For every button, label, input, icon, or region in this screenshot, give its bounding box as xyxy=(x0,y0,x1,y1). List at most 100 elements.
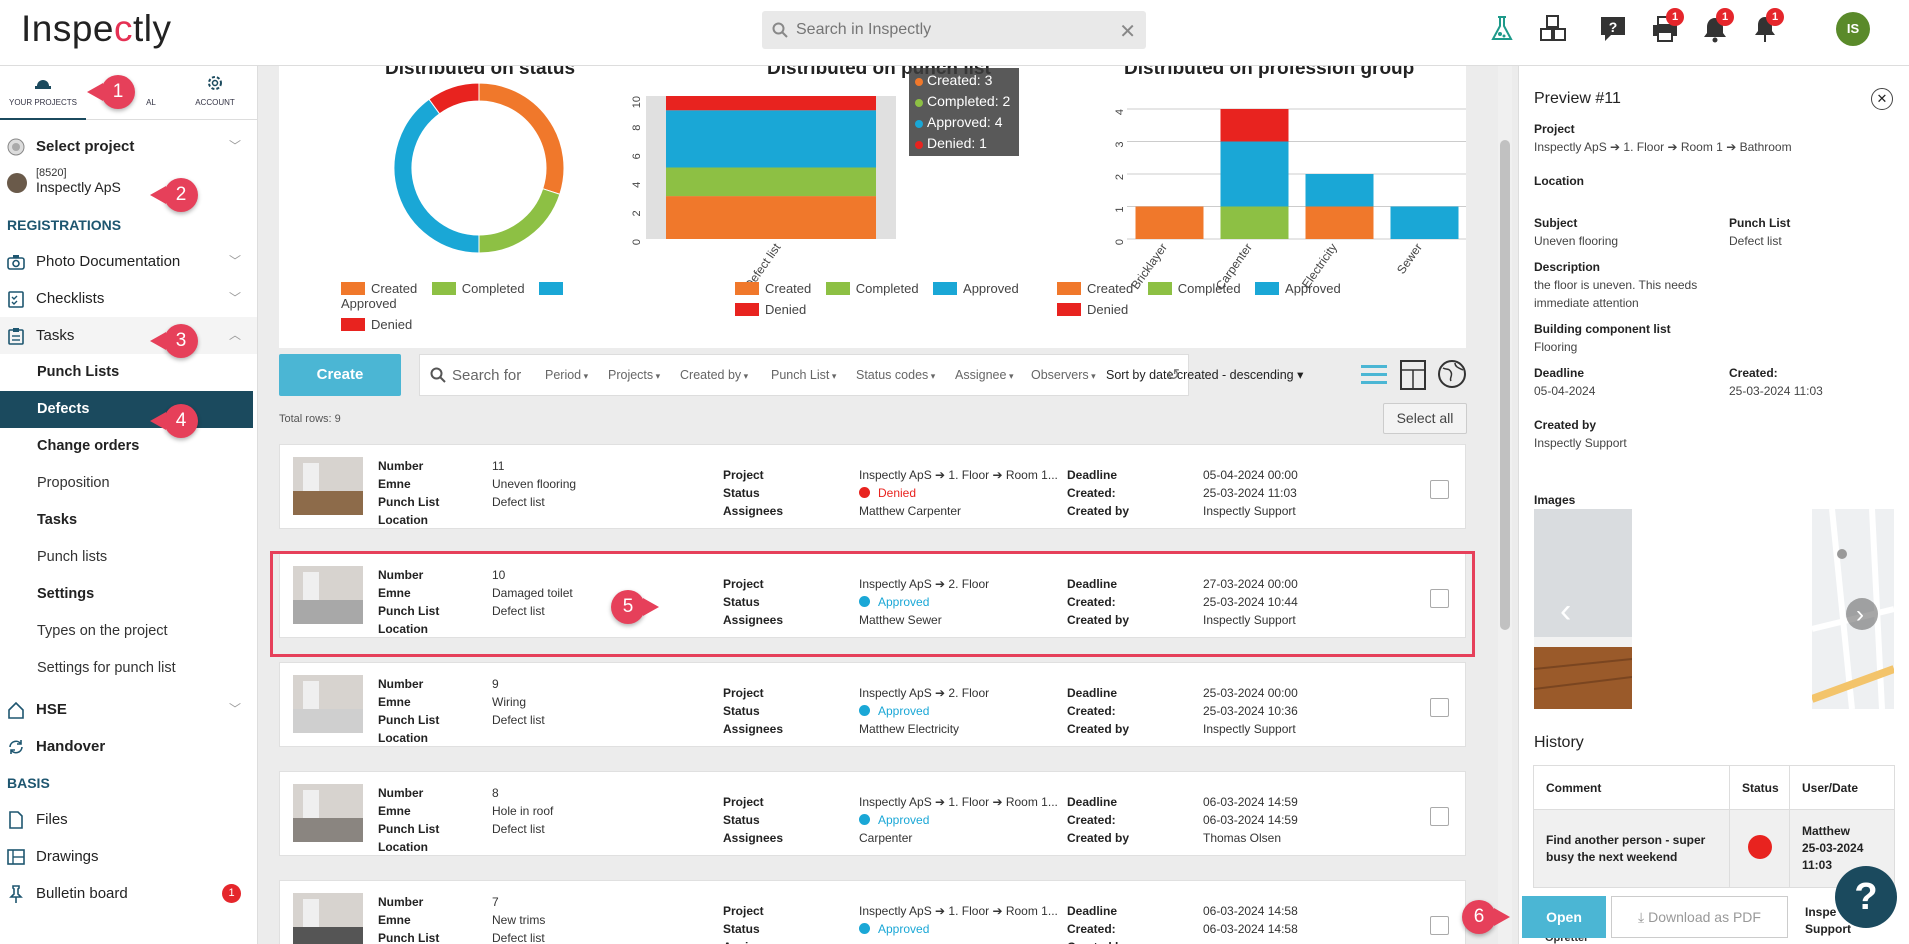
sort-dropdown[interactable]: Sort by date created - descending ▾ xyxy=(1106,368,1304,382)
filter-search-input[interactable]: Search for xyxy=(452,367,522,384)
row-checkbox[interactable] xyxy=(1430,480,1449,499)
legend-item[interactable]: Approved xyxy=(341,281,569,311)
callout-1: 1 xyxy=(87,75,135,109)
sidebar-item-bulletin-board[interactable]: Bulletin board 1 xyxy=(0,875,257,912)
sync-icon xyxy=(9,740,23,754)
filter-observers[interactable]: Observers xyxy=(1031,355,1096,396)
row-project: Inspectly ApS ➔ 1. Floor ➔ Room 1... xyxy=(859,904,1058,918)
legend-swatch xyxy=(1255,282,1280,295)
sidebar-item-types[interactable]: Types on the project xyxy=(37,623,168,639)
sidebar-item-handover[interactable]: Handover xyxy=(0,728,257,765)
legend-item[interactable]: Approved xyxy=(1255,281,1341,296)
sidebar-item-punch-lists-sub[interactable]: Punch lists xyxy=(37,549,108,565)
defect-thumbnail[interactable] xyxy=(293,675,363,733)
close-icon[interactable]: ✕ xyxy=(1871,88,1893,110)
legend-item[interactable]: Completed xyxy=(1147,281,1241,296)
sidebar-item-files[interactable]: Files xyxy=(0,801,257,838)
sidebar-item-drawings[interactable]: Drawings xyxy=(0,838,257,875)
filter-assignee[interactable]: Assignee xyxy=(955,355,1013,396)
flask-icon[interactable] xyxy=(1487,14,1517,44)
history-label: History xyxy=(1534,734,1584,751)
row-emne: New trims xyxy=(492,913,546,927)
legend-item[interactable]: Denied xyxy=(1057,302,1357,317)
row-checkbox[interactable] xyxy=(1430,698,1449,717)
label-number: Number xyxy=(378,786,424,800)
defect-thumbnail[interactable] xyxy=(293,893,363,944)
create-button[interactable]: Create xyxy=(279,354,401,396)
app-logo[interactable]: Inspectly xyxy=(21,8,172,49)
sidebar-item-checklists[interactable]: Checklists ﹀ xyxy=(0,280,257,317)
sidebar-item-proposition[interactable]: Proposition xyxy=(37,475,110,491)
select-all-button[interactable]: Select all xyxy=(1383,403,1467,434)
open-button[interactable]: Open xyxy=(1522,896,1606,938)
subject-value: Uneven flooring xyxy=(1534,234,1619,248)
sidebar-item-settings-punch[interactable]: Settings for punch list xyxy=(37,660,176,676)
clear-search-icon[interactable]: ✕ xyxy=(1119,21,1136,43)
printer-icon[interactable]: 1 xyxy=(1650,8,1684,44)
legend-item[interactable]: Denied xyxy=(341,317,611,332)
defect-row[interactable]: Number Emne Punch List Location 9 Wiring Defec… xyxy=(279,662,1466,747)
history-row[interactable]: Find another person - super busy the nex… xyxy=(1533,809,1895,888)
sidebar-item-photo-documentation[interactable]: Photo Documentation ﹀ xyxy=(0,243,257,280)
punchlist-legend: Created Completed Approved Denied xyxy=(735,281,1035,317)
drawing-view-icon[interactable] xyxy=(1400,360,1426,390)
filter-created-by[interactable]: Created by xyxy=(680,355,748,396)
row-checkbox[interactable] xyxy=(1430,916,1449,935)
search-input[interactable] xyxy=(796,11,1116,49)
row-status: Approved xyxy=(859,593,929,611)
home-icon xyxy=(8,701,24,719)
preview-image-map[interactable]: › xyxy=(1812,509,1894,709)
label-emne: Emne xyxy=(378,804,411,818)
preview-image-floor[interactable]: ‹ xyxy=(1534,509,1632,709)
legend-item[interactable]: Denied xyxy=(735,302,1035,317)
global-search[interactable]: ✕ xyxy=(762,11,1146,49)
sidebar-item-punch-lists[interactable]: Punch Lists xyxy=(37,364,120,380)
legend-item[interactable]: Completed xyxy=(431,281,525,296)
bell-icon[interactable]: 1 xyxy=(1700,8,1734,44)
pin-bell-icon[interactable]: 1 xyxy=(1750,8,1784,44)
filter-projects[interactable]: Projects xyxy=(608,355,660,396)
select-project[interactable]: Select project ﹀ xyxy=(0,128,257,165)
legend-item[interactable]: Created xyxy=(341,281,417,296)
defect-thumbnail[interactable] xyxy=(293,457,363,515)
row-checkbox[interactable] xyxy=(1430,807,1449,826)
reset-icon[interactable]: ↺ xyxy=(1166,367,1180,384)
cubes-icon[interactable] xyxy=(1538,14,1568,44)
y-tick-label: 2 xyxy=(631,210,643,216)
help-chat-button[interactable]: ? xyxy=(1835,866,1897,928)
current-project[interactable]: [8520] Inspectly ApS xyxy=(0,165,257,207)
map-view-icon[interactable] xyxy=(1437,359,1467,389)
defect-thumbnail[interactable] xyxy=(293,784,363,842)
tab-your-projects[interactable]: YOUR PROJECTS xyxy=(0,74,86,120)
tab-account[interactable]: ACCOUNT xyxy=(172,74,257,107)
legend-item[interactable]: Created xyxy=(1057,281,1133,296)
filter-punch-list[interactable]: Punch List xyxy=(771,355,836,396)
defect-row[interactable]: Number Emne Punch List Location 8 Hole in roo… xyxy=(279,771,1466,856)
user-avatar[interactable]: IS xyxy=(1836,12,1870,46)
legend-item[interactable]: Created xyxy=(735,281,811,296)
sidebar-item-defects[interactable]: Defects xyxy=(0,391,253,428)
filter-period[interactable]: Period xyxy=(545,355,588,396)
sidebar-item-tasks[interactable]: Tasks ︿ xyxy=(0,317,257,354)
sidebar-item-settings[interactable]: Settings xyxy=(37,586,95,602)
list-view-icon[interactable] xyxy=(1361,363,1387,387)
main-scrollbar[interactable] xyxy=(1498,66,1512,944)
tab-general[interactable]: AL xyxy=(86,74,172,107)
row-status: Approved xyxy=(859,920,929,938)
defect-thumbnail[interactable] xyxy=(293,566,363,624)
legend-item[interactable]: Completed xyxy=(825,281,919,296)
sidebar-item-tasks-sub[interactable]: Tasks xyxy=(37,512,78,528)
filter-status-codes[interactable]: Status codes xyxy=(856,355,935,396)
defect-row[interactable]: Number Emne Punch List Location 10 Damaged to… xyxy=(279,553,1466,638)
scrollbar-thumb[interactable] xyxy=(1500,140,1510,630)
download-pdf-button[interactable]: ⤓ Download as PDF xyxy=(1611,896,1788,938)
help-icon[interactable]: ? xyxy=(1598,14,1628,44)
sidebar: YOUR PROJECTS AL ACCOUNT Select project … xyxy=(0,66,258,944)
sidebar-item-change-orders[interactable]: Change orders xyxy=(37,438,140,454)
row-checkbox[interactable] xyxy=(1430,589,1449,608)
main-content: Distributed on status Distributed on punc… xyxy=(258,66,1498,944)
legend-item[interactable]: Approved xyxy=(933,281,1019,296)
defect-row[interactable]: Number Emne Punch List Location 11 Uneven flo… xyxy=(279,444,1466,529)
sidebar-item-hse[interactable]: HSE ﹀ xyxy=(0,691,257,728)
